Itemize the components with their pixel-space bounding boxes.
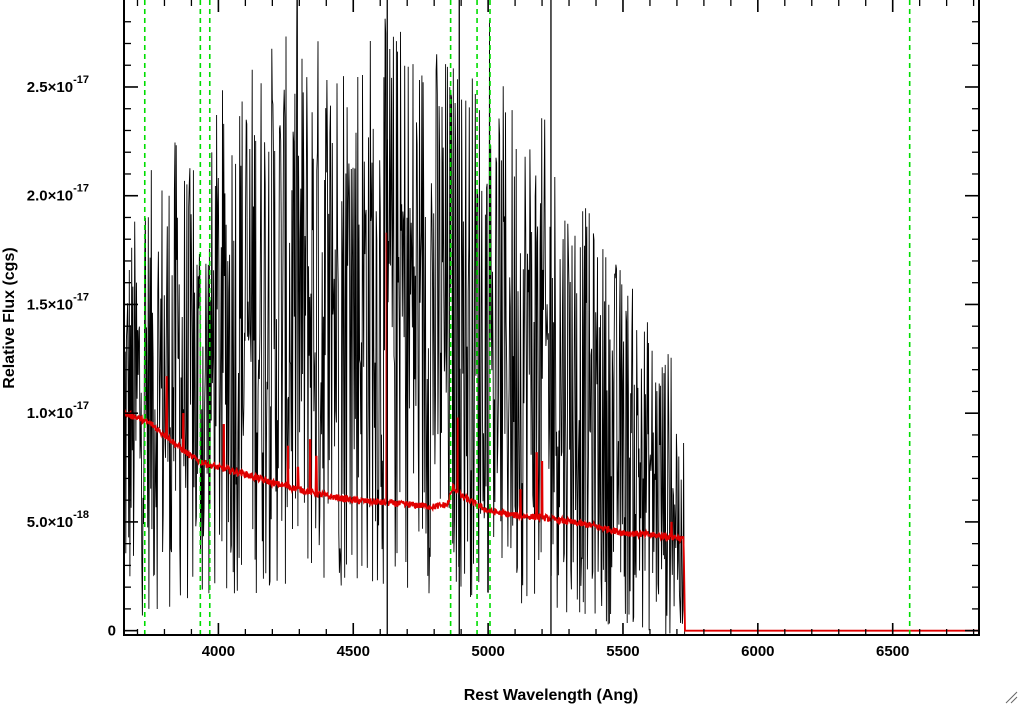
resize-grip-icon[interactable] xyxy=(1004,690,1018,704)
y-tick-label: 2.0×10-17 xyxy=(27,183,89,205)
reference-lines xyxy=(143,0,911,635)
y-tick-label: 1.0×10-17 xyxy=(27,400,89,422)
x-tick-label: 5000 xyxy=(471,643,504,660)
x-tick-labels: 4000 4500 5000 5500 6000 6500 xyxy=(202,643,910,660)
x-axis-title: Rest Wavelength (Ang) xyxy=(464,687,639,704)
y-axis-title: Relative Flux (cgs) xyxy=(1,247,18,388)
y-tick-label: 1.5×10-17 xyxy=(27,291,89,313)
y-tick-labels: 0 5.0×10-18 1.0×10-17 1.5×10-17 2.0×10-17 2.5… xyxy=(27,74,116,640)
x-tick-label: 5500 xyxy=(606,643,639,660)
x-tick-label: 4500 xyxy=(337,643,370,660)
observed-spectrum-line xyxy=(124,0,686,635)
y-tick-label: 0 xyxy=(108,623,116,640)
x-tick-label: 4000 xyxy=(202,643,235,660)
y-tick-label: 2.5×10-17 xyxy=(27,74,89,96)
axes xyxy=(123,0,980,636)
x-tick-label: 6000 xyxy=(741,643,774,660)
y-tick-label: 5.0×10-18 xyxy=(27,509,89,531)
x-tick-label: 6500 xyxy=(876,643,909,660)
plot-frame xyxy=(123,0,980,636)
